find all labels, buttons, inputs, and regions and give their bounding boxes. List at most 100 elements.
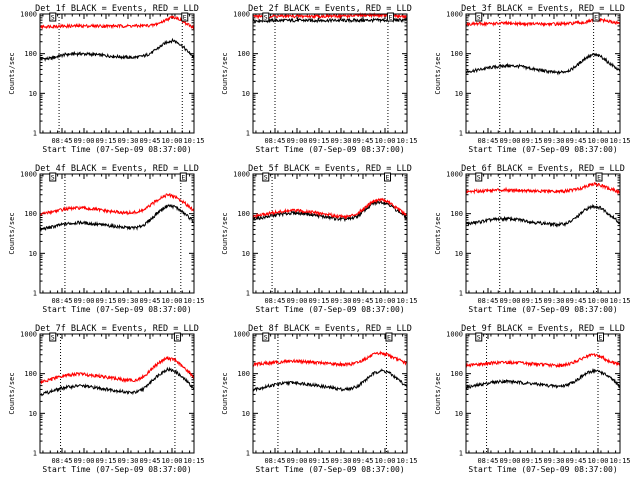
start-annotation: S <box>264 334 268 342</box>
x-tick-label: 08:45 <box>51 457 72 465</box>
y-tick-label: 1000 <box>233 331 250 339</box>
annotation-box <box>262 172 270 182</box>
x-tick-label: 09:00 <box>286 457 307 465</box>
lld-series-line <box>39 356 195 385</box>
annotation-box <box>386 12 394 22</box>
panel-title: Det 8f BLACK = Events, RED = LLD <box>248 324 412 334</box>
end-annotation: E <box>594 14 598 22</box>
events-series-line <box>465 368 621 390</box>
x-axis-label: Start Time (07-Sep-09 08:37:00) <box>255 145 404 154</box>
y-tick-label: 100 <box>24 210 37 218</box>
x-axis-label: Start Time (07-Sep-09 08:37:00) <box>468 465 617 474</box>
x-tick-label: 10:00 <box>374 137 395 145</box>
plot-frame <box>465 333 621 454</box>
annotation-box <box>179 172 187 182</box>
x-tick-label: 09:15 <box>95 457 116 465</box>
annotation-box <box>475 332 483 342</box>
x-axis-label: Start Time (07-Sep-09 08:37:00) <box>255 465 404 474</box>
x-tick-label: 09:15 <box>95 137 116 145</box>
x-tick-label: 09:30 <box>117 297 138 305</box>
x-tick-label: 09:30 <box>117 137 138 145</box>
y-tick-label: 10 <box>242 250 250 258</box>
plot-frame <box>39 173 195 294</box>
detector-panel: Det 9f BLACK = Events, RED = LLD Counts/s… <box>434 324 631 474</box>
y-tick-label: 1 <box>33 450 37 458</box>
annotation-box <box>595 172 603 182</box>
y-tick-label: 10 <box>455 250 463 258</box>
y-tick-label: 1000 <box>20 11 37 19</box>
x-tick-label: 08:45 <box>477 297 498 305</box>
x-tick-label: 09:30 <box>543 457 564 465</box>
y-tick-label: 100 <box>237 210 250 218</box>
end-annotation: E <box>181 174 185 182</box>
x-tick-label: 08:45 <box>264 457 285 465</box>
x-tick-label: 10:00 <box>587 457 608 465</box>
events-series-line <box>465 203 621 228</box>
x-tick-label: 09:45 <box>139 137 160 145</box>
x-tick-label: 09:00 <box>73 297 94 305</box>
y-tick-label: 1000 <box>446 11 463 19</box>
y-tick-label: 10 <box>455 90 463 98</box>
annotation-box <box>475 12 483 22</box>
annotation-box <box>49 332 57 342</box>
panel-title: Det 4f BLACK = Events, RED = LLD <box>35 164 199 174</box>
end-annotation: E <box>388 14 392 22</box>
y-axis-label: Counts/sec <box>434 52 442 94</box>
panel-title: Det 6f BLACK = Events, RED = LLD <box>461 164 625 174</box>
start-annotation: S <box>477 334 481 342</box>
y-axis-label: Counts/sec <box>221 52 229 94</box>
x-tick-label: 09:15 <box>308 457 329 465</box>
detector-panel: Det 8f BLACK = Events, RED = LLD Counts/s… <box>221 324 418 474</box>
y-tick-label: 100 <box>237 50 250 58</box>
x-tick-label: 09:30 <box>330 297 351 305</box>
plot-frame <box>252 333 408 454</box>
annotation-box <box>475 172 483 182</box>
x-tick-label: 10:15 <box>396 457 417 465</box>
x-tick-label: 10:00 <box>161 137 182 145</box>
end-annotation: E <box>597 174 601 182</box>
x-tick-label: 08:45 <box>264 137 285 145</box>
events-series-line <box>252 17 408 24</box>
y-tick-label: 1 <box>246 290 250 298</box>
detector-panel: Det 5f BLACK = Events, RED = LLD Counts/s… <box>221 164 418 314</box>
x-tick-label: 09:00 <box>499 297 520 305</box>
events-series-line <box>465 52 621 76</box>
x-tick-label: 08:45 <box>51 137 72 145</box>
x-tick-label: 10:00 <box>587 137 608 145</box>
panel-title: Det 1f BLACK = Events, RED = LLD <box>35 4 199 14</box>
x-tick-label: 10:00 <box>161 297 182 305</box>
annotation-box <box>385 332 393 342</box>
y-tick-label: 1000 <box>233 11 250 19</box>
y-tick-label: 10 <box>29 410 37 418</box>
y-tick-label: 1000 <box>446 171 463 179</box>
panel-title: Det 7f BLACK = Events, RED = LLD <box>35 324 199 334</box>
lld-series-line <box>252 197 408 220</box>
x-tick-label: 09:45 <box>139 297 160 305</box>
lld-series-line <box>252 11 408 20</box>
y-tick-label: 1 <box>246 130 250 138</box>
x-tick-label: 09:30 <box>543 137 564 145</box>
x-tick-label: 10:00 <box>374 457 395 465</box>
events-series-line <box>39 366 195 397</box>
detector-panel: Det 4f BLACK = Events, RED = LLD Counts/s… <box>8 164 205 314</box>
x-tick-label: 10:15 <box>396 137 417 145</box>
x-tick-label: 10:00 <box>587 297 608 305</box>
y-tick-label: 100 <box>237 370 250 378</box>
y-tick-label: 10 <box>29 250 37 258</box>
lld-series-line <box>39 15 195 31</box>
x-tick-label: 10:15 <box>609 137 630 145</box>
lld-series-line <box>465 353 621 369</box>
x-tick-label: 10:15 <box>609 457 630 465</box>
y-tick-label: 1000 <box>446 331 463 339</box>
x-tick-label: 09:00 <box>73 137 94 145</box>
x-axis-label: Start Time (07-Sep-09 08:37:00) <box>255 305 404 314</box>
y-tick-label: 100 <box>450 50 463 58</box>
start-annotation: S <box>264 14 268 22</box>
x-tick-label: 10:15 <box>183 457 204 465</box>
detector-panel: Det 7f BLACK = Events, RED = LLD Counts/s… <box>8 324 205 474</box>
x-tick-label: 09:45 <box>565 137 586 145</box>
panel-title: Det 9f BLACK = Events, RED = LLD <box>461 324 625 334</box>
start-annotation: S <box>51 14 55 22</box>
x-tick-label: 08:45 <box>51 297 72 305</box>
